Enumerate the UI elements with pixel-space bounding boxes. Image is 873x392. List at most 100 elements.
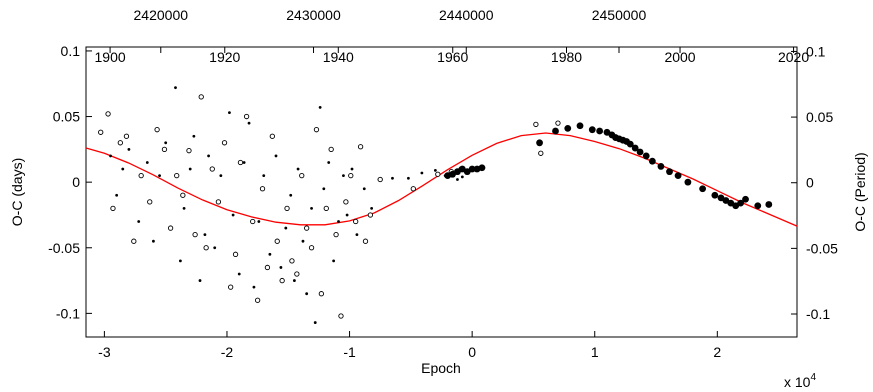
- data-point-small-dot-8: [164, 141, 168, 145]
- data-point-open-circle-36: [308, 245, 315, 251]
- data-point-small-dot-6: [152, 239, 155, 243]
- x-tick-label-3: 0: [468, 344, 476, 360]
- data-point-small-dot-36: [310, 207, 313, 210]
- data-point-open-circle-18: [215, 199, 222, 205]
- data-point-open-circle-9: [161, 146, 168, 153]
- jd-tick-label-0: 2420000: [134, 7, 189, 23]
- data-point-small-dot-7: [158, 174, 161, 177]
- x-exponent-base: x 10: [784, 374, 811, 390]
- data-point-small-dot-4: [137, 220, 141, 223]
- data-point-small-dot-19: [228, 111, 231, 115]
- data-point-open-circle-55: [538, 150, 544, 156]
- data-point-open-circle-50: [410, 186, 416, 192]
- jd-tick-label-2: 2440000: [439, 7, 494, 23]
- y-tick-label-left-4: -0.1: [56, 305, 80, 321]
- y-tick-label-right-3: -0.05: [806, 240, 838, 256]
- data-point-open-circle-35: [304, 225, 310, 231]
- data-point-small-dot-51: [407, 176, 410, 180]
- data-point-small-dot-26: [262, 174, 266, 177]
- data-point-small-dot-30: [284, 226, 288, 230]
- data-point-open-circle-0: [98, 129, 104, 135]
- data-point-small-dot-43: [342, 174, 345, 177]
- data-point-filled-circle-8: [536, 139, 543, 147]
- data-point-open-circle-42: [338, 313, 344, 319]
- data-point-open-circle-27: [264, 264, 271, 271]
- data-point-small-dot-32: [292, 279, 296, 282]
- data-point-open-circle-29: [274, 238, 280, 244]
- data-point-open-circle-20: [228, 284, 234, 290]
- data-point-small-dot-55: [456, 178, 459, 181]
- data-point-open-circle-13: [186, 148, 192, 154]
- data-point-filled-circle-11: [576, 122, 584, 130]
- year-tick-label-6: 2020: [778, 49, 809, 65]
- data-point-filled-circle-29: [699, 185, 707, 193]
- data-point-small-dot-2: [121, 167, 125, 171]
- data-point-small-dot-28: [274, 154, 278, 158]
- data-point-open-circle-11: [174, 172, 180, 179]
- data-point-small-dot-53: [433, 168, 437, 172]
- data-point-open-circle-8: [154, 127, 160, 133]
- data-point-filled-circle-12: [588, 126, 596, 134]
- data-point-open-circle-34: [299, 172, 305, 179]
- fit-curve-line: [85, 132, 798, 227]
- year-tick-label-5: 2000: [664, 49, 695, 65]
- y-tick-label-right-2: 0: [806, 175, 814, 191]
- data-point-open-circle-31: [284, 205, 290, 212]
- data-point-filled-circle-27: [674, 172, 682, 179]
- year-tick-label-4: 1980: [551, 49, 582, 65]
- data-point-small-dot-25: [257, 220, 261, 223]
- data-point-filled-circle-28: [684, 178, 692, 186]
- data-point-open-circle-22: [237, 159, 244, 166]
- data-point-small-dot-50: [391, 176, 394, 180]
- data-point-open-circle-4: [123, 133, 130, 139]
- data-point-small-dot-23: [247, 121, 251, 125]
- year-tick-label-0: 1900: [95, 49, 126, 65]
- data-point-filled-circle-24: [648, 157, 656, 165]
- fit-curve-layer: [85, 132, 798, 227]
- data-point-small-dot-13: [192, 134, 196, 138]
- data-point-open-circle-12: [180, 192, 186, 198]
- y-axis-title-left: O-C (days): [9, 158, 25, 226]
- data-point-open-circle-25: [254, 297, 261, 303]
- data-point-small-dot-3: [127, 147, 131, 151]
- ticks-layer: -3 -2 -1 0 1 2 0.1 0.05 0 -0.05 -0.1 2420000 2430000…: [48, 7, 838, 360]
- data-point-small-dot-35: [305, 292, 309, 296]
- data-point-small-dot-1: [115, 193, 119, 197]
- data-point-open-circle-37: [313, 127, 320, 133]
- data-point-open-circle-10: [167, 225, 174, 231]
- data-point-small-dot-29: [279, 266, 283, 269]
- y-tick-label-right-0: 0.1: [806, 43, 826, 59]
- data-point-filled-circle-38: [765, 201, 773, 208]
- data-point-small-dot-5: [145, 161, 149, 164]
- data-point-open-circle-45: [353, 218, 359, 225]
- plot-frame: [85, 46, 798, 338]
- data-point-small-dot-11: [182, 207, 186, 210]
- data-point-open-circle-7: [147, 199, 153, 205]
- data-point-small-dot-21: [237, 272, 241, 276]
- x-tick-label-1: -2: [221, 344, 234, 360]
- data-point-small-dot-27: [268, 252, 272, 256]
- x-exponent-label: x 104: [784, 372, 816, 390]
- x-tick-label-0: -3: [98, 344, 111, 360]
- data-point-open-circle-46: [357, 144, 364, 150]
- data-point-small-dot-22: [242, 161, 246, 164]
- data-point-small-dot-18: [219, 174, 223, 177]
- data-point-small-dot-12: [188, 167, 192, 171]
- data-point-filled-circle-25: [657, 163, 665, 170]
- data-point-filled-circle-20: [626, 140, 634, 148]
- data-point-filled-circle-37: [754, 202, 762, 210]
- data-point-small-dot-48: [370, 207, 374, 210]
- data-point-small-dot-42: [337, 220, 340, 223]
- data-point-open-circle-16: [203, 245, 209, 251]
- y-tick-label-left-1: 0.05: [53, 109, 80, 125]
- data-point-open-circle-17: [209, 166, 215, 172]
- data-point-open-circle-44: [348, 172, 354, 179]
- data-point-filled-circle-10: [564, 124, 572, 132]
- data-point-filled-circle-7: [478, 164, 486, 172]
- data-point-open-circle-2: [110, 205, 116, 212]
- data-point-open-circle-32: [289, 258, 295, 264]
- data-point-filled-circle-9: [552, 127, 559, 135]
- data-point-small-dot-45: [350, 167, 354, 171]
- data-point-small-dot-46: [355, 233, 359, 237]
- data-point-open-circle-24: [250, 218, 256, 225]
